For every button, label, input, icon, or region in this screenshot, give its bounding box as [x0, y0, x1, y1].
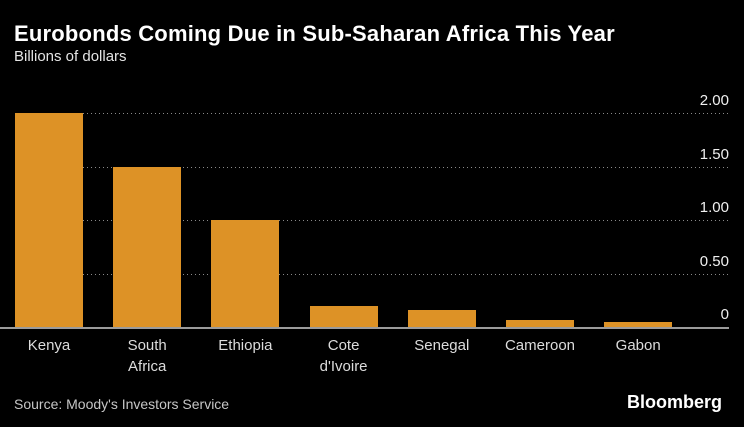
- y-axis-tick-label: 1.50: [699, 145, 729, 163]
- y-axis-tick-label: 1.00: [699, 199, 729, 216]
- gridline: [15, 273, 729, 275]
- x-axis-label-gabon: Gabon: [615, 337, 661, 354]
- x-axis-label-cote-d-ivoire: Cote d'Ivoire: [319, 337, 368, 375]
- plot-area: [0, 90, 729, 330]
- bar-cameroon: [506, 319, 574, 327]
- x-axis-label-ethiopia: Ethiopia: [218, 337, 273, 354]
- x-axis-label-senegal: Senegal: [414, 337, 470, 354]
- gridline: [15, 166, 729, 168]
- x-axis-label-cameroon: Cameroon: [504, 337, 576, 354]
- bloomberg-logo: Bloomberg: [626, 392, 722, 412]
- bar-senegal: [407, 309, 476, 327]
- x-axis-baseline: [0, 327, 729, 329]
- y-axis-tick-label: 2.00: [699, 92, 729, 109]
- chart-title: Eurobonds Coming Due in Sub-Saharan Afri…: [14, 21, 615, 46]
- gridline: [15, 113, 729, 114]
- y-axis-tick-label: 0: [720, 306, 729, 323]
- bar-cote-d-ivoire: [309, 305, 378, 327]
- bar-south-africa: [113, 166, 182, 327]
- y-axis-tick-label: 0.50: [699, 252, 729, 270]
- source-note: Source: Moody's Investors Service: [14, 396, 230, 412]
- x-axis-label-south-africa: South Africa: [127, 337, 167, 375]
- chart-subtitle: Billions of dollars: [14, 48, 127, 65]
- x-axis-label-kenya: Kenya: [27, 337, 71, 354]
- bar-gabon: [604, 321, 673, 327]
- gridline: [15, 220, 729, 221]
- bar-kenya: [15, 113, 83, 327]
- bar-ethiopia: [211, 220, 280, 327]
